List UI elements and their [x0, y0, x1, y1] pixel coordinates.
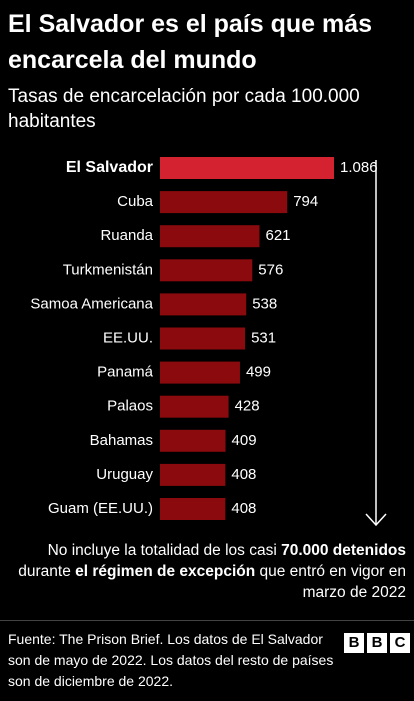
category-label: Ruanda	[100, 227, 153, 244]
chart: El Salvador 1.086 Cuba 794 Ruanda 621 Turkmeni…	[30, 157, 387, 527]
category-label: Uruguay	[96, 466, 153, 483]
value-label: 531	[251, 329, 276, 346]
category-label: Turkmenistán	[63, 261, 153, 278]
logo-letter: B	[367, 633, 387, 653]
logo-letter: B	[344, 633, 364, 653]
bar	[160, 225, 260, 248]
bar	[160, 293, 247, 316]
value-label: 408	[231, 466, 256, 483]
bar	[160, 463, 226, 486]
value-label: 794	[293, 193, 318, 210]
value-label: 499	[246, 364, 271, 381]
arrow-head	[365, 513, 387, 527]
bar	[160, 498, 226, 520]
note-segment: No incluye la totalidad de los casi	[47, 542, 282, 559]
note-segment: que entró en vigor en marzo de 2022	[255, 563, 406, 601]
note-segment: 70.000 detenidos	[281, 542, 406, 559]
bar	[160, 395, 229, 418]
value-label: 408	[231, 500, 256, 517]
value-label: 621	[265, 227, 290, 244]
value-label: 409	[232, 432, 257, 449]
logo-letter: C	[390, 633, 410, 653]
category-label: Samoa Americana	[30, 295, 153, 312]
note-segment: durante	[18, 563, 76, 580]
category-label: El Salvador	[66, 159, 153, 176]
source: Fuente: The Prison Brief. Los datos de E…	[8, 631, 334, 689]
category-label: EE.UU.	[103, 329, 153, 346]
bar	[160, 361, 240, 384]
category-label: Palaos	[107, 398, 153, 415]
chart-subtitle: Tasas de encarcelación por cada 100.000 …	[8, 86, 360, 132]
bar	[160, 429, 226, 452]
bar	[160, 191, 288, 214]
category-label: Bahamas	[90, 432, 153, 449]
bar	[160, 327, 246, 350]
category-label: Cuba	[117, 193, 154, 210]
value-label: 1.086	[340, 159, 378, 176]
note: No incluye la totalidad de los casi 70.0…	[6, 540, 406, 603]
category-label: Guam (EE.UU.)	[48, 500, 153, 517]
bar	[160, 157, 334, 179]
value-label: 428	[235, 398, 260, 415]
bar	[160, 259, 253, 282]
value-label: 538	[252, 295, 277, 312]
chart-title: El Salvador es el país que más encarcela…	[8, 10, 373, 74]
category-label: Panamá	[97, 364, 154, 381]
note-segment: el régimen de excepción	[75, 563, 256, 580]
footer: Fuente: The Prison Brief. Los datos de E…	[0, 620, 414, 701]
value-label: 576	[258, 261, 283, 278]
